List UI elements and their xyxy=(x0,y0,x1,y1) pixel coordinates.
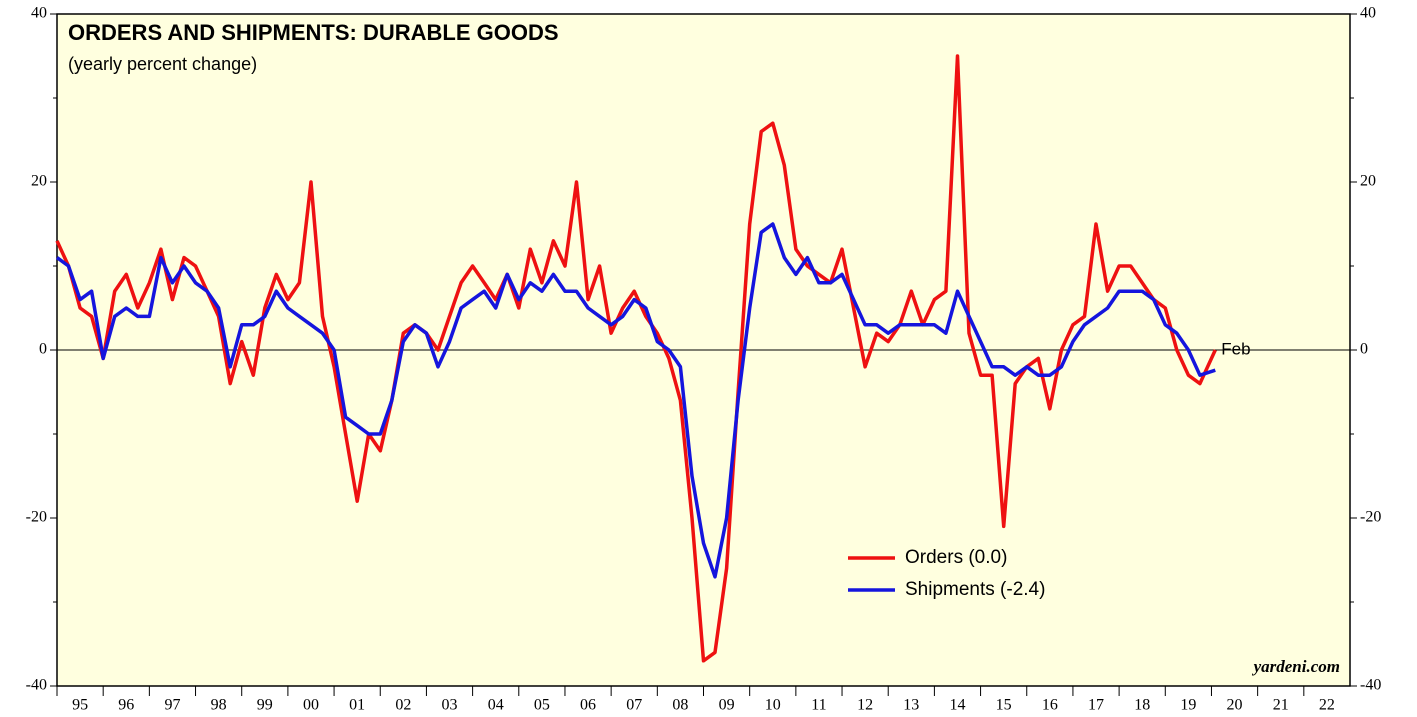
x-tick-label: 15 xyxy=(996,697,1012,714)
chart-title: ORDERS AND SHIPMENTS: DURABLE GOODS xyxy=(68,20,559,45)
y-tick-label: -20 xyxy=(26,509,47,526)
series-line xyxy=(55,54,1217,663)
x-tick-label: 05 xyxy=(534,697,550,714)
annotation: Feb xyxy=(1221,339,1250,358)
x-tick-label: 06 xyxy=(580,697,596,714)
y-tick-label: 20 xyxy=(31,173,47,190)
x-tick-label: 11 xyxy=(811,697,826,714)
series-line xyxy=(55,222,1216,579)
y2-tick-label: -20 xyxy=(1360,509,1381,526)
x-tick-label: 12 xyxy=(857,697,873,714)
x-tick-label: 98 xyxy=(211,697,227,714)
x-tick-label: 16 xyxy=(1042,697,1058,714)
x-tick-label: 20 xyxy=(1227,697,1243,714)
x-tick-label: 13 xyxy=(903,697,919,714)
y2-tick-label: -40 xyxy=(1360,677,1381,694)
y-tick-label: 0 xyxy=(39,341,47,358)
x-tick-label: 10 xyxy=(765,697,781,714)
legend-label: Orders (0.0) xyxy=(905,547,1007,568)
y-tick-label: 40 xyxy=(31,5,47,22)
x-tick-label: 18 xyxy=(1134,697,1150,714)
source: yardeni.com xyxy=(1252,657,1340,676)
y2-tick-label: 20 xyxy=(1360,173,1376,190)
chart-subtitle: (yearly percent change) xyxy=(68,54,257,74)
x-tick-label: 04 xyxy=(488,697,504,714)
x-tick-label: 97 xyxy=(164,697,180,714)
x-tick-label: 99 xyxy=(257,697,273,714)
x-tick-label: 00 xyxy=(303,697,319,714)
legend-label: Shipments (-2.4) xyxy=(905,579,1045,600)
y2-tick-label: 0 xyxy=(1360,341,1368,358)
x-tick-label: 02 xyxy=(395,697,411,714)
x-tick-label: 95 xyxy=(72,697,88,714)
x-tick-label: 14 xyxy=(949,697,965,714)
x-tick-label: 21 xyxy=(1273,697,1289,714)
y-tick-label: -40 xyxy=(26,677,47,694)
x-tick-label: 09 xyxy=(719,697,735,714)
x-tick-label: 19 xyxy=(1180,697,1196,714)
x-tick-label: 22 xyxy=(1319,697,1335,714)
x-tick-label: 17 xyxy=(1088,697,1104,714)
y2-tick-label: 40 xyxy=(1360,5,1376,22)
x-tick-label: 08 xyxy=(672,697,688,714)
x-tick-label: 03 xyxy=(442,697,458,714)
x-tick-label: 07 xyxy=(626,697,642,714)
x-tick-label: 96 xyxy=(118,697,134,714)
x-tick-label: 01 xyxy=(349,697,365,714)
